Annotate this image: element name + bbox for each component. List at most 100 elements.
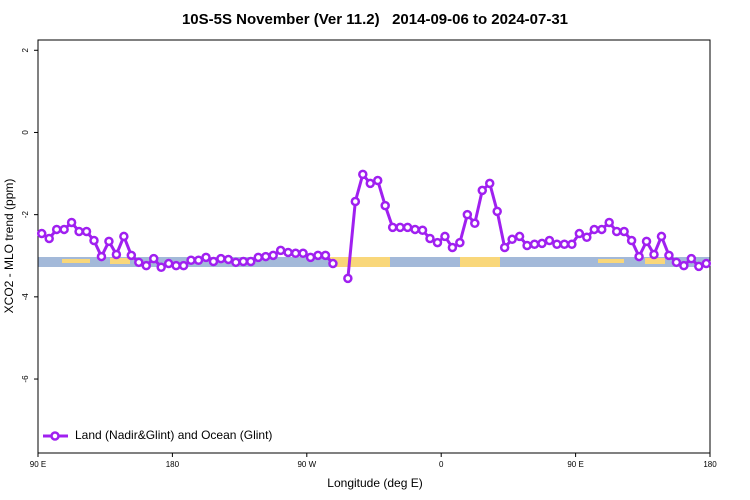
data-point: [440, 231, 450, 242]
data-point: [163, 258, 174, 269]
data-point: [492, 206, 502, 217]
data-point: [358, 169, 368, 180]
data-point: [462, 209, 473, 220]
data-point: [477, 185, 488, 196]
x-tick-label: 0: [439, 460, 444, 469]
data-point: [559, 239, 570, 249]
chart-title: 10S-5S November (Ver 11.2) 2014-09-06 to…: [182, 11, 568, 28]
data-point: [74, 226, 84, 237]
y-tick-label: 2: [21, 48, 30, 53]
x-tick-label: 90 W: [297, 460, 316, 469]
data-point: [81, 226, 92, 237]
data-point: [604, 217, 614, 228]
data-point: [656, 231, 667, 242]
data-point: [626, 235, 637, 246]
data-point: [51, 224, 62, 235]
data-point: [455, 237, 465, 248]
data-point: [544, 235, 555, 246]
data-point: [365, 178, 376, 189]
data-point: [59, 224, 69, 235]
data-point: [36, 228, 47, 239]
data-point: [156, 262, 166, 273]
x-tick-label: 90 E: [567, 460, 583, 469]
data-point: [694, 261, 704, 272]
data-point: [134, 257, 144, 268]
data-point: [253, 252, 264, 263]
data-point: [126, 250, 137, 261]
data-point: [283, 247, 293, 258]
data-point: [619, 226, 629, 237]
data-point: [89, 235, 99, 246]
data-point: [649, 249, 659, 260]
data-point: [514, 231, 525, 242]
data-point: [432, 237, 443, 248]
data-point: [611, 226, 622, 237]
data-point: [425, 233, 435, 244]
data-point: [178, 260, 189, 271]
data-point: [186, 255, 196, 266]
x-tick-label: 90 E: [30, 460, 46, 469]
data-point: [395, 222, 405, 233]
data-point: [96, 251, 107, 262]
data-point: [387, 222, 398, 233]
data-point: [223, 254, 234, 265]
data-point: [141, 260, 152, 271]
legend-label: Land (Nadir&Glint) and Ocean (Glint): [75, 428, 272, 442]
y-tick-label: 0: [21, 130, 30, 135]
plot-frame: [37, 39, 711, 454]
data-point: [231, 257, 241, 268]
data-point: [44, 233, 54, 244]
data-point: [402, 222, 413, 233]
data-point: [641, 236, 652, 247]
data-point: [350, 196, 361, 207]
data-point: [522, 240, 532, 251]
data-point: [328, 258, 338, 269]
data-point: [171, 260, 181, 271]
data-point: [417, 225, 428, 236]
x-tick-label: 180: [166, 460, 180, 469]
land-ocean-strip: [38, 257, 710, 267]
data-point: [275, 245, 286, 256]
data-point: [201, 252, 211, 263]
data-point: [119, 231, 129, 242]
data-point: [664, 250, 674, 261]
data-point: [470, 218, 480, 229]
data-point: [596, 224, 607, 235]
data-point: [686, 253, 697, 264]
data-point: [320, 250, 331, 261]
data-point: [104, 236, 114, 247]
data-point: [290, 248, 301, 259]
data-point: [216, 253, 226, 264]
data-point: [499, 242, 510, 253]
data-point: [148, 253, 159, 264]
data-point: [380, 200, 390, 211]
y-tick-label: -2: [21, 211, 30, 219]
data-point: [238, 256, 249, 267]
data-point: [574, 228, 585, 239]
data-point: [507, 234, 517, 245]
data-point: [298, 248, 308, 259]
data-point: [313, 250, 323, 261]
data-point: [410, 224, 420, 235]
data-point: [305, 252, 316, 263]
data-point: [671, 257, 682, 268]
data-point: [193, 255, 204, 266]
data-point: [246, 256, 256, 267]
data-point: [529, 239, 540, 249]
data-point: [537, 238, 547, 249]
data-point: [268, 250, 278, 261]
data-point: [582, 232, 592, 243]
y-axis-label: XCO2 - MLO trend (ppm): [2, 179, 16, 314]
data-point: [66, 217, 77, 228]
data-point: [111, 249, 122, 260]
data-point: [701, 258, 712, 269]
data-point: [552, 239, 562, 249]
y-tick-label: -4: [21, 293, 30, 301]
data-point: [484, 178, 495, 189]
x-tick-label: 180: [703, 460, 717, 469]
data-point: [589, 224, 600, 235]
legend-marker: [50, 431, 60, 441]
data-point: [343, 273, 353, 284]
y-tick-label: -6: [21, 375, 30, 383]
